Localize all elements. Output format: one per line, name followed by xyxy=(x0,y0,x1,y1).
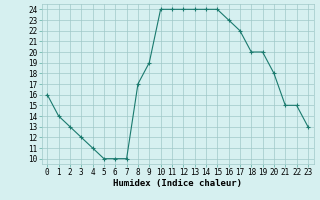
X-axis label: Humidex (Indice chaleur): Humidex (Indice chaleur) xyxy=(113,179,242,188)
